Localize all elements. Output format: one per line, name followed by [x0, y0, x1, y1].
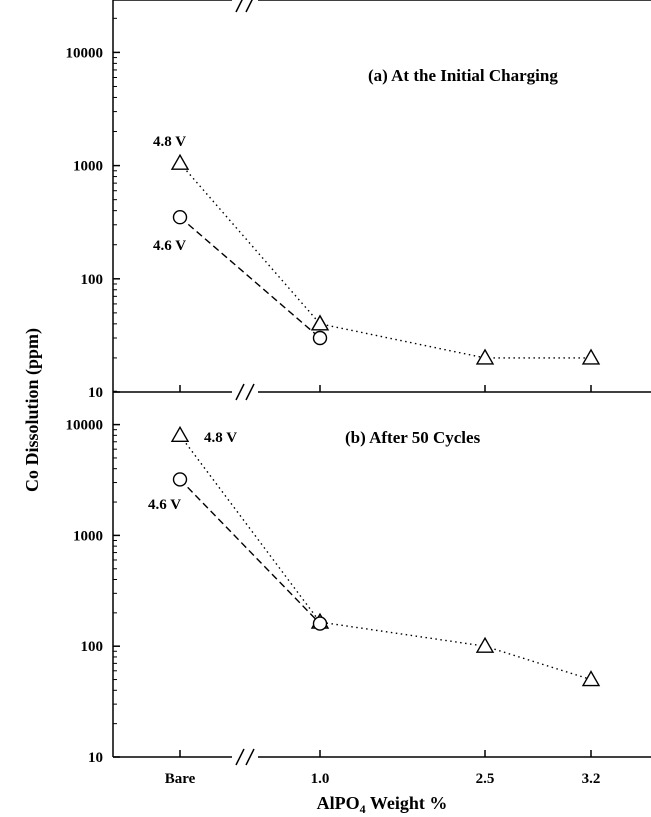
triangle-marker: [170, 153, 190, 170]
triangle-marker: [170, 425, 190, 443]
panel-b-frame: [112, 392, 651, 758]
y-tick-label: 10: [88, 750, 103, 766]
x-axis-title-main: AlPO: [317, 793, 360, 813]
y-tick-label: 10: [88, 385, 103, 401]
panel-b-title: (b) After 50 Cycles: [345, 428, 481, 447]
x-tick-label: 3.2: [582, 771, 601, 787]
x-axis-break-middle: [235, 383, 255, 401]
y-tick-label: 10000: [66, 418, 104, 434]
triangle-marker: [581, 348, 601, 365]
panel-b-label-4-6v: 4.6 V: [148, 497, 181, 513]
panel-b-label-4-8v: 4.8 V: [204, 430, 237, 446]
ticks-layer: 10 100 1000 10000 10 100 1000 10000 Bare 1.0 2.5 3.…: [66, 17, 601, 787]
panel-a-title: (a) At the Initial Charging: [368, 66, 558, 85]
panel-a-label-4-8v: 4.8 V: [153, 134, 186, 150]
circle-marker: [312, 616, 328, 631]
y-tick-label: 1000: [73, 528, 103, 544]
x-axis-break-bottom: [235, 748, 255, 766]
y-tick-label: 100: [81, 639, 104, 655]
triangle-marker: [475, 348, 495, 365]
x-tick-label: 1.0: [311, 771, 330, 787]
series-line: [179, 478, 321, 625]
y-tick-label: 10000: [66, 45, 104, 61]
y-tick-label: 100: [81, 272, 104, 288]
series-line: [179, 162, 591, 359]
series-line: [179, 216, 321, 339]
circle-marker: [172, 210, 188, 225]
triangle-marker: [310, 314, 330, 331]
triangle-marker: [581, 670, 601, 687]
x-tick-label: Bare: [165, 771, 196, 787]
y-axis-title: Co Dissolution (ppm): [22, 328, 43, 492]
series-line: [179, 434, 592, 681]
x-tick-label: 2.5: [476, 771, 495, 787]
circle-marker: [312, 330, 328, 346]
y-tick-label: 1000: [73, 159, 103, 175]
series-layer: [170, 153, 601, 687]
panel-a-frame: [112, 0, 651, 393]
x-axis-title-subscript: 4: [360, 802, 366, 816]
x-axis-title: AlPO4 Weight %: [317, 793, 448, 816]
triangle-marker: [475, 636, 495, 653]
x-axis-break-top: [235, 0, 253, 13]
circle-marker: [172, 472, 188, 487]
panel-a-label-4-6v: 4.6 V: [153, 238, 186, 254]
x-axis-title-rest: Weight %: [366, 793, 448, 813]
